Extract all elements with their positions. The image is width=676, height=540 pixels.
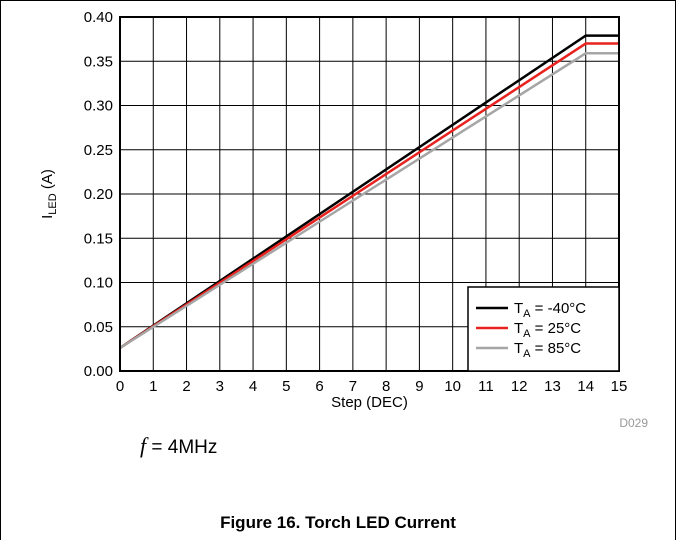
series-lines xyxy=(119,34,619,350)
y-tick-labels: 0.00 0.05 0.10 0.15 0.20 0.25 0.30 0.35 0.40 xyxy=(84,9,113,380)
x-tick-label: 5 xyxy=(282,378,290,395)
y-tick-label: 0.20 xyxy=(84,186,113,203)
legend-label-1: TA = -40°C xyxy=(514,300,586,320)
frequency-symbol: f xyxy=(140,433,147,458)
figure-caption: Figure 16. Torch LED Current xyxy=(220,513,456,532)
x-axis-title: Step (DEC) xyxy=(331,394,408,411)
x-tick-label: 1 xyxy=(149,378,157,395)
x-tick-label: 13 xyxy=(544,378,561,395)
y-tick-label: 0.25 xyxy=(84,142,113,159)
y-tick-label: 0.15 xyxy=(84,230,113,247)
x-tick-label: 14 xyxy=(577,378,594,395)
y-tick-label: 0.40 xyxy=(84,9,113,26)
x-tick-label: 6 xyxy=(315,378,323,395)
y-tick-label: 0.05 xyxy=(84,319,113,336)
x-tick-label: 10 xyxy=(444,378,461,395)
x-tick-labels: 0 1 2 3 4 5 6 7 8 9 10 11 12 13 14 15 xyxy=(116,378,628,395)
series-line-1 xyxy=(119,34,619,350)
series-line-2 xyxy=(119,42,619,350)
x-tick-label: 7 xyxy=(349,378,357,395)
frequency-value: = 4MHz xyxy=(146,437,218,458)
x-tick-label: 3 xyxy=(216,378,224,395)
x-tick-label: 11 xyxy=(478,378,494,395)
legend-label-3: TA = 85°C xyxy=(514,340,581,360)
x-tick-label: 15 xyxy=(611,378,628,395)
series-line-3 xyxy=(119,52,619,350)
y-tick-label: 0.10 xyxy=(84,275,113,292)
x-tick-label: 8 xyxy=(382,378,390,395)
plot-border xyxy=(119,16,620,372)
x-tick-label: 2 xyxy=(182,378,190,395)
x-tick-label: 0 xyxy=(116,378,124,395)
y-tick-label: 0.00 xyxy=(84,363,113,380)
frequency-annotation: f = 4MHz xyxy=(140,433,217,459)
y-tick-label: 0.30 xyxy=(84,98,113,115)
legend: TA = -40°CTA = 25°CTA = 85°C xyxy=(467,286,620,372)
legend-label-2: TA = 25°C xyxy=(514,320,581,340)
figure-id: D029 xyxy=(619,416,648,430)
y-axis-title-sub: LED xyxy=(47,193,59,214)
torch-led-current-chart: 0 1 2 3 4 5 6 7 8 9 10 11 12 13 14 15 0.000.050.100.150… xyxy=(39,9,648,430)
x-tick-label: 12 xyxy=(511,378,528,395)
y-axis-title-unit: (A) xyxy=(39,169,56,193)
x-tick-label: 4 xyxy=(249,378,257,395)
y-tick-label: 0.35 xyxy=(84,53,113,70)
x-tick-label: 9 xyxy=(415,378,423,395)
y-axis-title-main: I xyxy=(39,215,56,219)
y-axis-title: ILED (A) xyxy=(39,169,59,219)
